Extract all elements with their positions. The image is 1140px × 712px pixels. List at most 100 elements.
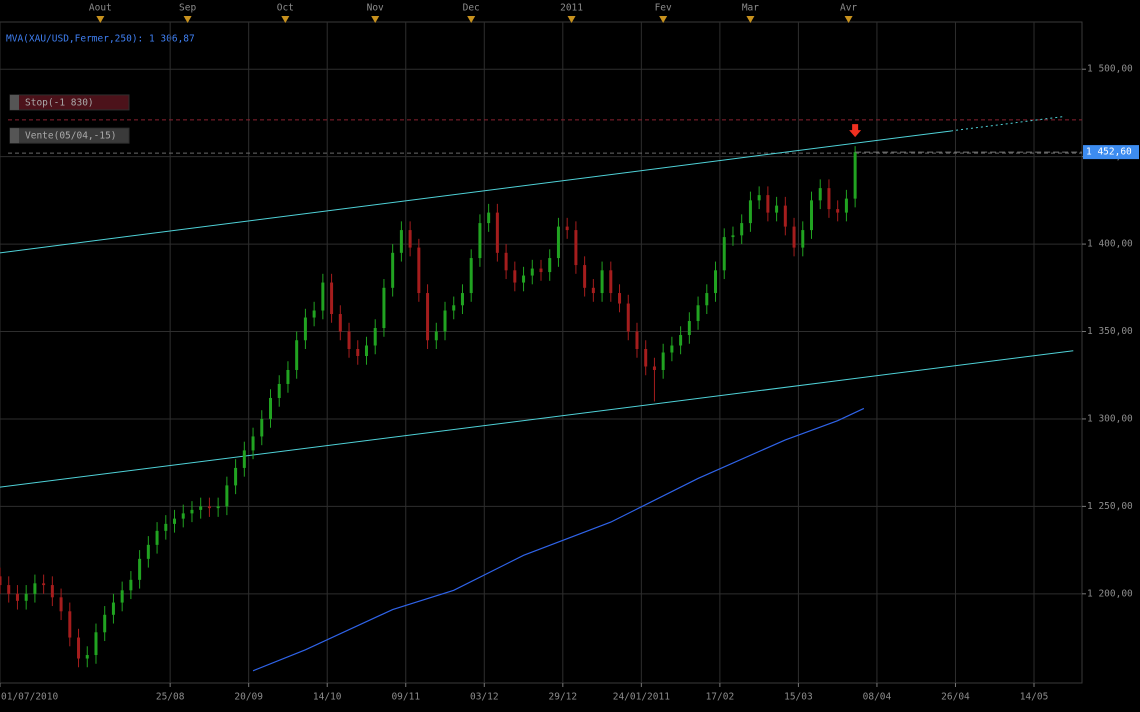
candle-body [443,310,447,332]
candle-body [810,200,813,231]
sell-signal [849,124,862,138]
candle-body [59,597,63,612]
x-tick-label: 20/09 [234,692,263,703]
candle-body [652,366,656,370]
level-handle [10,128,19,144]
candle-body [129,579,133,591]
candle-body [783,205,787,227]
candle-body [15,593,19,601]
candle-body [330,282,334,315]
x-tick-label: 08/04 [863,692,892,703]
candle-body [225,485,229,507]
candle-body [766,195,770,213]
candle-body [242,450,246,468]
candle-body [827,188,831,210]
month-label: Oct [277,3,294,14]
candle-body [513,270,517,283]
month-marker [659,16,668,23]
candle-body [399,230,403,253]
x-tick-label: 17/02 [706,692,735,703]
candle-body [216,506,220,509]
x-tick-label: 03/12 [470,692,499,703]
month-marker [183,16,192,23]
month-label: Avr [840,3,857,14]
candle-body [295,340,299,370]
candle-body [609,270,613,294]
month-marker [371,16,380,23]
candle-body [679,335,683,346]
candle-body [522,275,526,283]
candle-body [338,314,342,332]
candle-body [77,637,81,659]
candle-body [548,258,552,273]
trendline [951,115,1065,132]
month-marker [467,16,476,23]
candle-body [155,530,159,545]
month-marker [96,16,105,23]
y-tick-label: 1 250,00 [1087,501,1133,512]
candle-body [120,590,124,603]
candle-body [68,611,72,638]
plot-frame [0,21,1083,684]
candle-body [0,576,2,586]
candle-body [42,583,46,586]
candle-body [347,331,351,350]
y-tick-label: 1 350,00 [1087,326,1133,337]
candle-body [801,230,805,248]
candle-body [748,200,752,224]
moving-average [252,407,865,672]
candle-body [818,188,822,201]
candle-body [434,331,438,341]
candle-body [382,287,386,329]
candle-body [181,513,185,519]
candle-body [452,305,456,311]
month-label: Aout [89,3,112,14]
candle-body [94,632,98,656]
month-label: Fev [655,3,672,14]
candle-body [286,369,290,384]
candle-body [487,212,491,224]
candle-body [731,235,735,238]
candle-body [207,506,211,509]
candle-body [7,585,11,594]
candle-body [757,195,761,201]
candle-body [364,345,368,356]
candle-body [234,467,238,486]
candle-body [836,209,840,213]
trendline [0,130,952,254]
candle-body [391,252,395,288]
candle-body [618,293,622,304]
candle-body [85,655,89,659]
candle-body [50,585,54,598]
candle-body [164,523,168,531]
candle-body [539,268,543,273]
x-tick-label: 29/12 [549,692,578,703]
candle-body [687,321,691,336]
month-marker [844,16,853,23]
month-label: 2011 [560,3,583,14]
candle-body [696,305,700,322]
candle-body [574,230,578,266]
candle-body [146,544,150,559]
candle-body [312,310,316,318]
level-label: Vente(05/04,-15) [25,131,117,142]
month-label: Sep [179,3,196,14]
last-price-label: 1 452,60 [1086,147,1132,158]
candle-body [426,293,430,341]
candle-body [670,345,674,353]
y-tick-label: 1 300,00 [1087,413,1133,424]
candle-body [138,558,142,580]
candle-body [626,303,630,332]
month-label: Nov [367,3,384,14]
month-marker [281,16,290,23]
candle-body [591,287,595,294]
month-marker [567,16,576,23]
candle-body [722,237,726,271]
level-handle [10,94,19,110]
month-marker [746,16,755,23]
level-label: Stop(-1 830) [25,97,94,108]
candle-body [661,352,665,370]
candle-body [478,223,482,259]
